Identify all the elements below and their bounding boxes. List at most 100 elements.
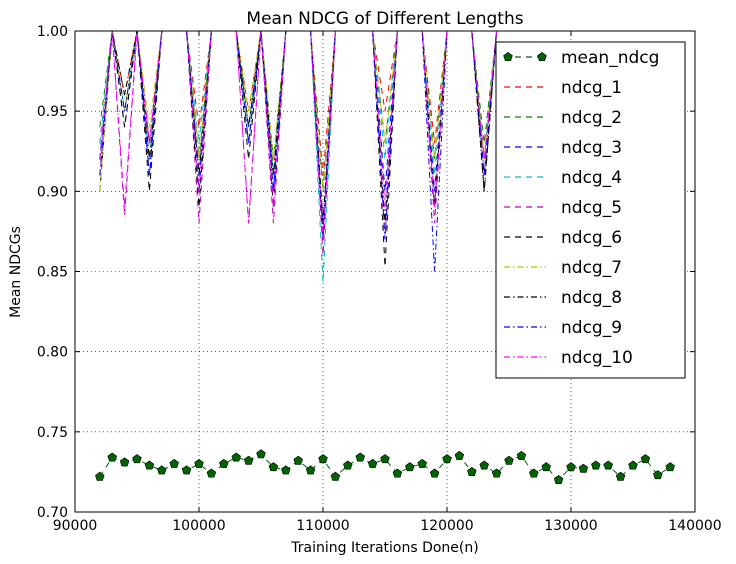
data-point-mean-ndcg bbox=[640, 454, 651, 464]
data-point-mean-ndcg bbox=[343, 460, 353, 470]
legend-marker bbox=[537, 52, 547, 62]
legend-label: ndcg_5 bbox=[561, 198, 622, 218]
data-point-mean-ndcg bbox=[665, 462, 675, 472]
y-axis-ticks: 0.70 0.75 0.80 0.85 0.90 0.95 1.00 bbox=[37, 24, 695, 521]
y-tick-label: 0.80 bbox=[37, 345, 68, 361]
x-tick-label: 100000 bbox=[172, 518, 225, 534]
legend-item-mean-ndcg: mean_ndcg bbox=[503, 48, 659, 68]
y-tick-label: 0.75 bbox=[37, 425, 68, 441]
data-point-mean-ndcg bbox=[305, 465, 316, 475]
data-point-mean-ndcg bbox=[653, 470, 663, 480]
data-point-mean-ndcg bbox=[553, 474, 564, 484]
data-point-mean-ndcg bbox=[628, 460, 638, 470]
series-ndcg-4 bbox=[99, 31, 671, 283]
legend-item-ndcg-7: ndcg_7 bbox=[504, 258, 622, 278]
legend-item-ndcg-6: ndcg_6 bbox=[504, 228, 622, 248]
data-point-mean-ndcg bbox=[367, 458, 378, 468]
data-point-mean-ndcg bbox=[591, 460, 601, 470]
data-point-mean-ndcg bbox=[268, 462, 279, 472]
data-point-mean-ndcg bbox=[157, 465, 167, 475]
data-point-mean-ndcg bbox=[95, 471, 105, 481]
x-tick-label: 140000 bbox=[668, 518, 721, 534]
data-point-mean-ndcg bbox=[330, 471, 341, 481]
series-ndcg-9 bbox=[99, 31, 671, 272]
series-line-mean-ndcg bbox=[99, 453, 671, 481]
data-point-mean-ndcg bbox=[529, 468, 539, 478]
data-point-mean-ndcg bbox=[516, 450, 527, 460]
data-point-mean-ndcg bbox=[243, 455, 254, 465]
legend-item-ndcg-1: ndcg_1 bbox=[504, 78, 622, 98]
y-tick-label: 0.85 bbox=[37, 265, 68, 281]
y-tick-label: 0.95 bbox=[37, 104, 68, 120]
legend-item-ndcg-8: ndcg_8 bbox=[504, 288, 622, 308]
x-tick-label: 90000 bbox=[53, 518, 98, 534]
data-point-mean-ndcg bbox=[231, 452, 241, 462]
data-point-mean-ndcg bbox=[491, 468, 502, 478]
series-line-ndcg-8 bbox=[99, 31, 671, 224]
data-point-mean-ndcg bbox=[107, 452, 117, 462]
data-point-mean-ndcg bbox=[380, 454, 390, 464]
data-point-mean-ndcg bbox=[181, 465, 192, 475]
series-line-ndcg-10 bbox=[99, 31, 671, 240]
data-point-mean-ndcg bbox=[405, 462, 415, 472]
series-line-ndcg-9 bbox=[99, 31, 671, 272]
data-point-mean-ndcg bbox=[355, 452, 365, 462]
data-point-mean-ndcg bbox=[119, 457, 130, 467]
data-point-mean-ndcg bbox=[467, 466, 477, 476]
series-line-ndcg-1 bbox=[99, 31, 671, 176]
chart-title: Mean NDCG of Different Lengths bbox=[246, 9, 523, 29]
x-axis-ticks: 90000 100000 110000 120000 130000 140000 bbox=[53, 31, 722, 534]
data-point-mean-ndcg bbox=[132, 454, 142, 464]
legend-item-ndcg-9: ndcg_9 bbox=[504, 318, 622, 338]
series-line-ndcg-2 bbox=[99, 31, 671, 192]
legend-item-ndcg-10: ndcg_10 bbox=[504, 348, 633, 368]
y-tick-label: 0.90 bbox=[37, 184, 68, 200]
legend-item-ndcg-2: ndcg_2 bbox=[504, 108, 622, 128]
x-tick-label: 120000 bbox=[420, 518, 473, 534]
legend-label: ndcg_2 bbox=[561, 108, 622, 128]
data-point-mean-ndcg bbox=[318, 454, 328, 464]
data-point-mean-ndcg bbox=[429, 468, 440, 478]
data-point-mean-ndcg bbox=[281, 465, 291, 475]
legend-label: ndcg_4 bbox=[561, 168, 622, 188]
y-axis-title: Mean NDCGs bbox=[8, 226, 24, 318]
data-point-mean-ndcg bbox=[566, 462, 576, 472]
data-point-mean-ndcg bbox=[603, 460, 613, 470]
series-ndcg-8 bbox=[99, 31, 671, 224]
data-point-mean-ndcg bbox=[219, 458, 229, 468]
data-point-mean-ndcg bbox=[144, 460, 155, 470]
data-point-mean-ndcg bbox=[615, 471, 626, 481]
legend: mean_ndcg ndcg_1 ndcg_2 ndcg_3 ndcg_4 ndcg_5n… bbox=[495, 41, 686, 379]
legend-marker bbox=[503, 52, 513, 62]
data-point-mean-ndcg bbox=[194, 458, 204, 468]
data-point-mean-ndcg bbox=[256, 449, 266, 459]
legend-label: ndcg_8 bbox=[561, 288, 622, 308]
data-point-mean-ndcg bbox=[392, 468, 403, 478]
legend-item-ndcg-5: ndcg_5 bbox=[504, 198, 622, 218]
series-ndcg-2 bbox=[99, 31, 671, 192]
data-point-mean-ndcg bbox=[442, 454, 452, 464]
data-point-mean-ndcg bbox=[169, 458, 179, 468]
legend-label: ndcg_10 bbox=[561, 348, 633, 368]
data-point-mean-ndcg bbox=[541, 462, 551, 472]
series-group bbox=[95, 31, 675, 484]
series-mean-ndcg bbox=[95, 449, 675, 484]
plot-area bbox=[95, 31, 675, 484]
x-tick-label: 130000 bbox=[544, 518, 597, 534]
x-tick-label: 110000 bbox=[296, 518, 349, 534]
data-point-mean-ndcg bbox=[578, 463, 589, 473]
legend-label: ndcg_3 bbox=[561, 138, 622, 158]
series-line-ndcg-4 bbox=[99, 31, 671, 283]
legend-label: ndcg_1 bbox=[561, 78, 622, 98]
legend-label: ndcg_7 bbox=[561, 258, 622, 278]
data-point-mean-ndcg bbox=[479, 460, 489, 470]
series-ndcg-6 bbox=[99, 31, 671, 267]
legend-item-ndcg-3: ndcg_3 bbox=[504, 138, 622, 158]
legend-box bbox=[495, 41, 686, 379]
plot-frame bbox=[74, 30, 696, 513]
legend-label: mean_ndcg bbox=[561, 48, 659, 68]
series-ndcg-10 bbox=[99, 31, 671, 240]
legend-label: ndcg_6 bbox=[561, 228, 622, 248]
data-point-mean-ndcg bbox=[417, 458, 427, 468]
